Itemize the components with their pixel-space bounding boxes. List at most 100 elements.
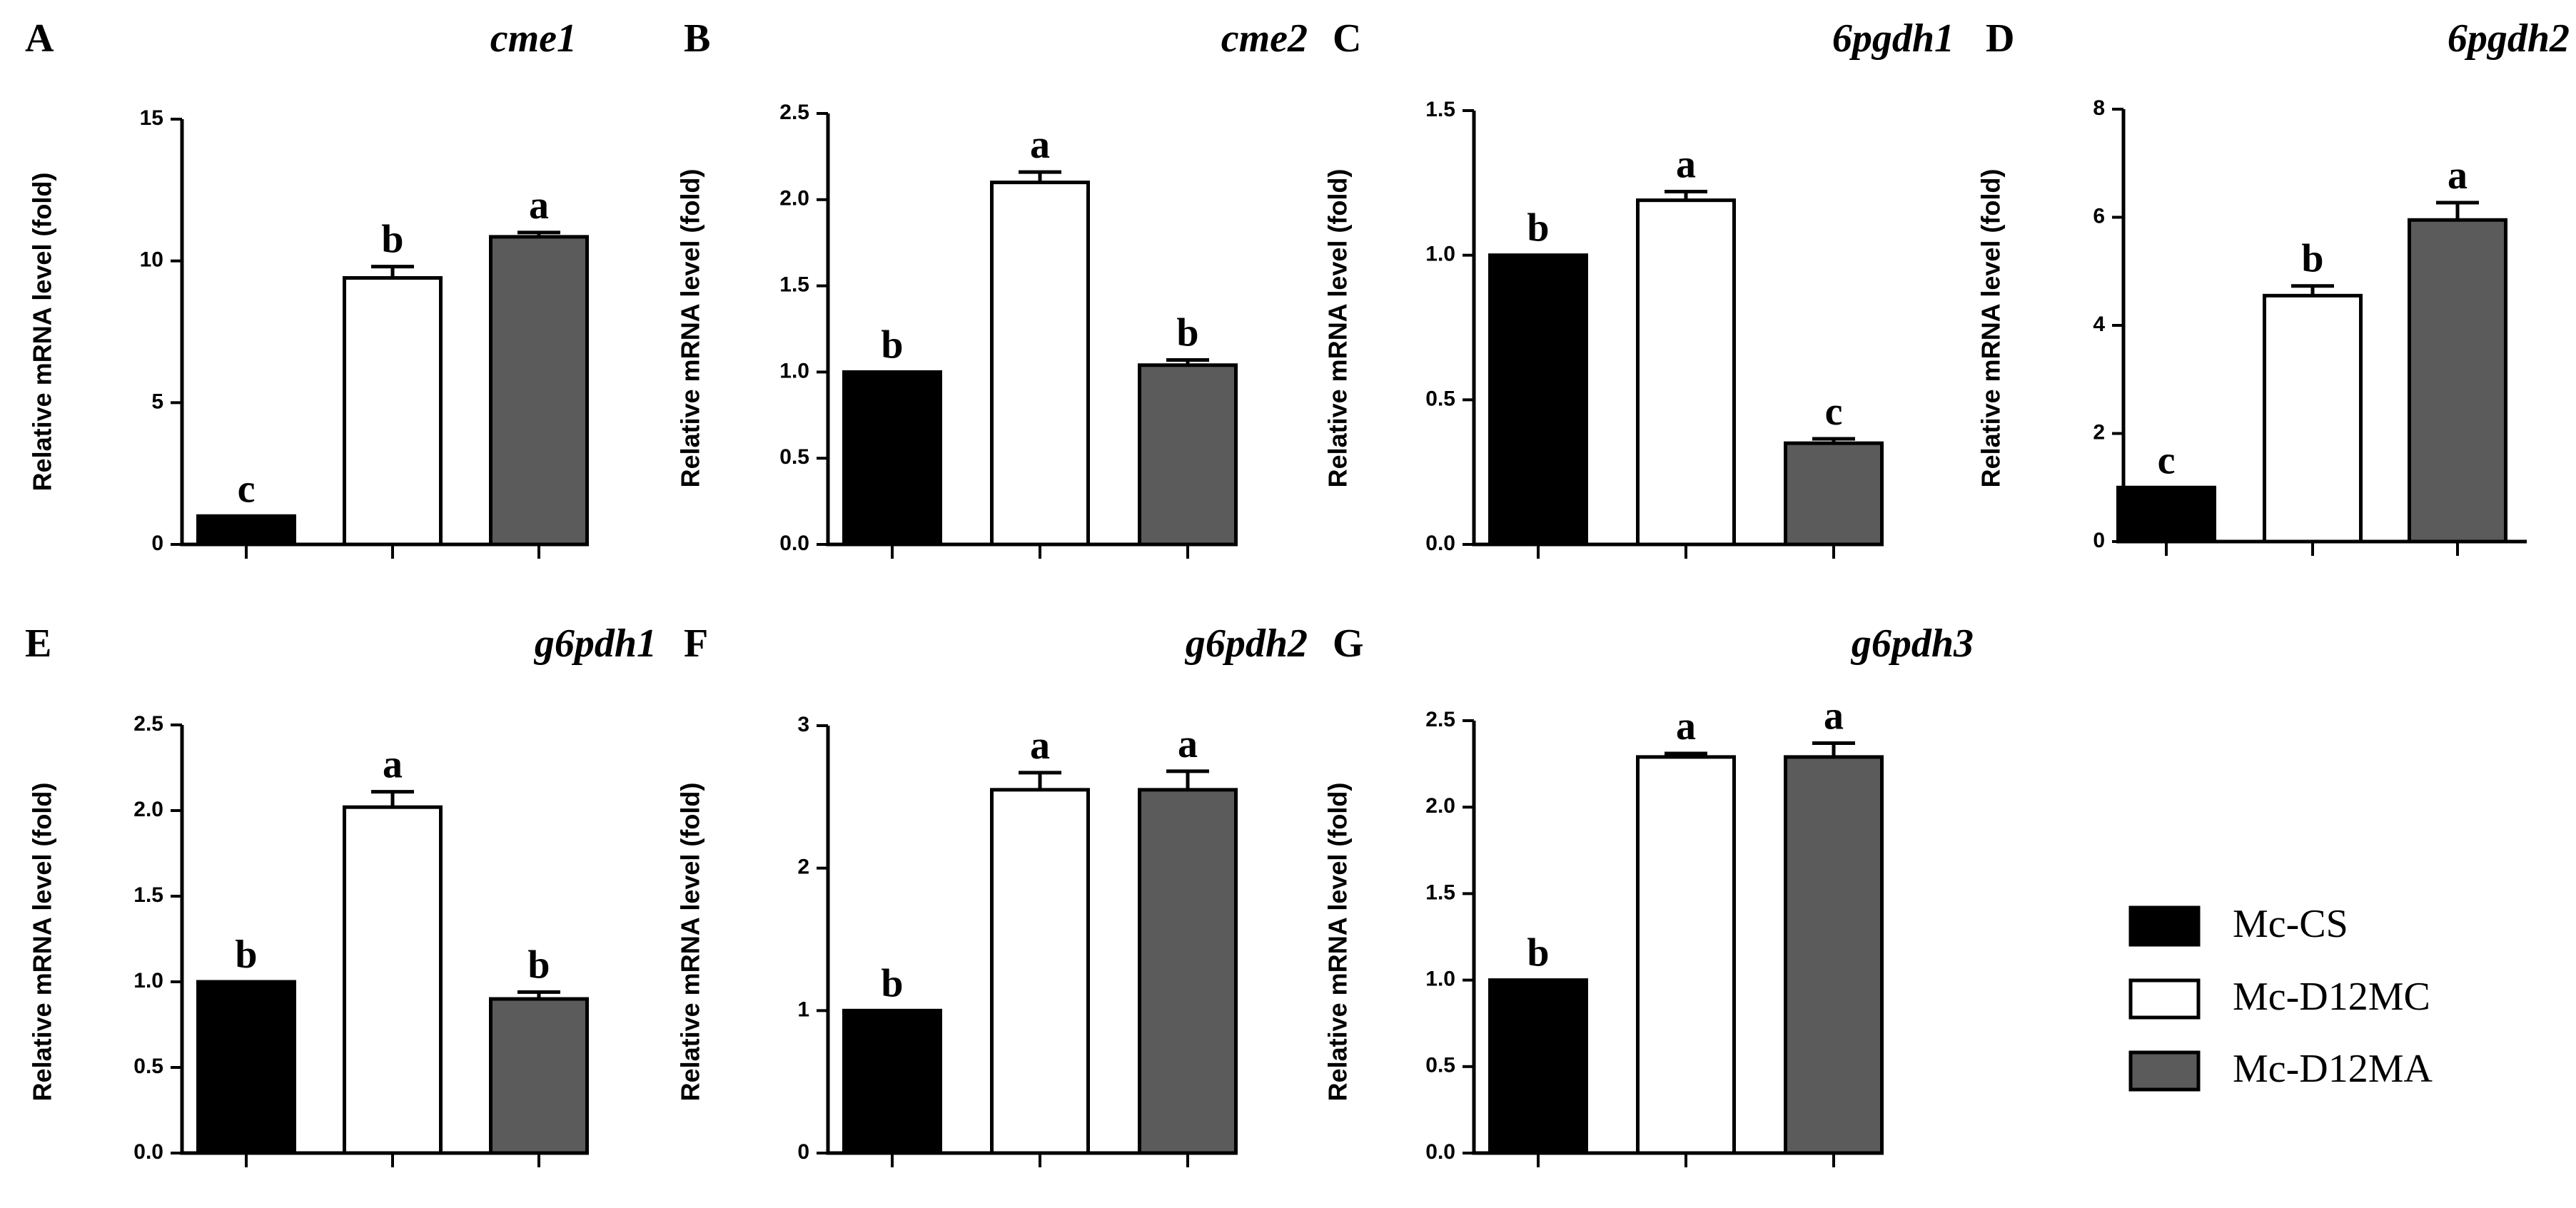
legend-item-3: Mc-D12MA <box>2128 1047 2433 1092</box>
bar-d-1 <box>2116 485 2216 544</box>
y-axis-label: Relative mRNA level (fold) <box>676 783 705 1102</box>
y-tick-label: 0.0 <box>779 532 809 555</box>
bar-c-2 <box>1636 198 1736 547</box>
significance-letter: a <box>1824 694 1844 738</box>
bar-b-2 <box>990 181 1090 547</box>
bar-b-3 <box>1138 363 1238 547</box>
y-tick-label: 1.5 <box>1425 880 1455 904</box>
panel-letter: A <box>25 16 54 61</box>
y-tick-label: 0.5 <box>133 1055 163 1078</box>
y-tick-label: 0.5 <box>779 445 809 469</box>
significance-letter: b <box>527 943 550 987</box>
significance-letter: b <box>881 323 903 367</box>
bar-a-3 <box>489 235 589 547</box>
bar-g-2 <box>1636 755 1736 1155</box>
bar-a-2 <box>343 276 443 547</box>
bar-d-3 <box>2408 218 2507 544</box>
y-tick-label: 0 <box>151 532 163 555</box>
bar-f-2 <box>990 788 1090 1155</box>
y-tick-label: 3 <box>797 713 809 736</box>
significance-letter: a <box>2448 153 2468 198</box>
y-tick-label: 4 <box>2093 313 2105 336</box>
legend-item-2: Mc-D12MC <box>2128 975 2430 1020</box>
y-tick-label: 2.0 <box>133 798 163 821</box>
bar-a-1 <box>196 514 296 547</box>
bar-c-3 <box>1784 441 1884 547</box>
y-tick-label: 1.5 <box>779 273 809 297</box>
y-tick-label: 2 <box>797 856 809 879</box>
bar-e-2 <box>343 805 443 1155</box>
gene-title: 6pgdh1 <box>1832 16 1954 61</box>
y-axis-label: Relative mRNA level (fold) <box>28 173 57 492</box>
significance-letter: a <box>383 743 403 787</box>
bar-e-1 <box>196 980 296 1155</box>
significance-letter: a <box>1030 724 1050 768</box>
significance-letter: b <box>2301 237 2323 281</box>
legend-label: Mc-CS <box>2233 902 2348 946</box>
y-tick-label: 6 <box>2093 204 2105 228</box>
gene-title: g6pdh2 <box>1184 621 1308 666</box>
significance-letter: a <box>1030 123 1050 167</box>
y-tick-label: 0.0 <box>1425 1140 1455 1164</box>
legend-item-1: Mc-CS <box>2128 902 2348 947</box>
y-tick-label: 2.0 <box>779 187 809 210</box>
y-tick-label: 10 <box>140 248 163 272</box>
y-tick-label: 8 <box>2093 96 2105 120</box>
gene-title: cme2 <box>1221 16 1308 61</box>
legend-label: Mc-D12MC <box>2233 975 2430 1019</box>
y-tick-label: 1.0 <box>779 359 809 382</box>
bar-b-1 <box>842 370 942 547</box>
panel-letter: G <box>1333 621 1364 666</box>
bar-f-1 <box>842 1008 942 1155</box>
legend-swatch <box>2128 978 2201 1020</box>
legend-label: Mc-D12MA <box>2233 1047 2433 1091</box>
y-tick-label: 2.5 <box>779 101 809 124</box>
significance-letter: a <box>1676 142 1696 186</box>
panel-letter: B <box>684 16 710 61</box>
y-tick-label: 1.5 <box>1425 98 1455 121</box>
significance-letter: a <box>529 183 549 228</box>
significance-letter: a <box>1178 722 1198 766</box>
y-axis-label: Relative mRNA level (fold) <box>28 783 57 1102</box>
gene-title: g6pdh1 <box>533 621 657 666</box>
y-tick-label: 0.5 <box>1425 387 1455 410</box>
y-tick-label: 1 <box>797 998 809 1021</box>
y-tick-label: 1.5 <box>133 883 163 907</box>
bar-g-1 <box>1488 978 1588 1155</box>
significance-letter: b <box>1527 931 1549 975</box>
bar-g-3 <box>1784 755 1884 1155</box>
gene-title: g6pdh3 <box>1850 621 1974 666</box>
y-tick-label: 2.0 <box>1425 794 1455 818</box>
panel-letter: F <box>684 621 708 666</box>
significance-letter: b <box>881 961 903 1005</box>
y-tick-label: 15 <box>140 106 163 130</box>
y-axis-label: Relative mRNA level (fold) <box>676 169 705 488</box>
significance-letter: c <box>2158 438 2176 482</box>
y-tick-label: 0.5 <box>1425 1054 1455 1077</box>
y-tick-label: 2.5 <box>1425 708 1455 731</box>
y-tick-label: 2 <box>2093 420 2105 444</box>
panel-letter: E <box>25 621 51 666</box>
y-tick-label: 2.5 <box>133 712 163 736</box>
y-tick-label: 0 <box>2093 529 2105 552</box>
bar-d-2 <box>2263 293 2363 544</box>
bar-e-3 <box>489 997 589 1155</box>
y-axis-label: Relative mRNA level (fold) <box>1323 783 1353 1102</box>
y-tick-label: 0.0 <box>133 1140 163 1164</box>
y-axis-label: Relative mRNA level (fold) <box>1976 169 2006 488</box>
gene-title: cme1 <box>490 16 577 61</box>
significance-letter: c <box>1825 390 1843 434</box>
y-tick-label: 1.0 <box>133 969 163 993</box>
significance-letter: b <box>381 218 403 262</box>
panel-letter: C <box>1333 16 1361 61</box>
y-tick-label: 0 <box>797 1140 809 1164</box>
gene-title: 6pgdh2 <box>2448 16 2570 61</box>
significance-letter: a <box>1676 704 1696 748</box>
